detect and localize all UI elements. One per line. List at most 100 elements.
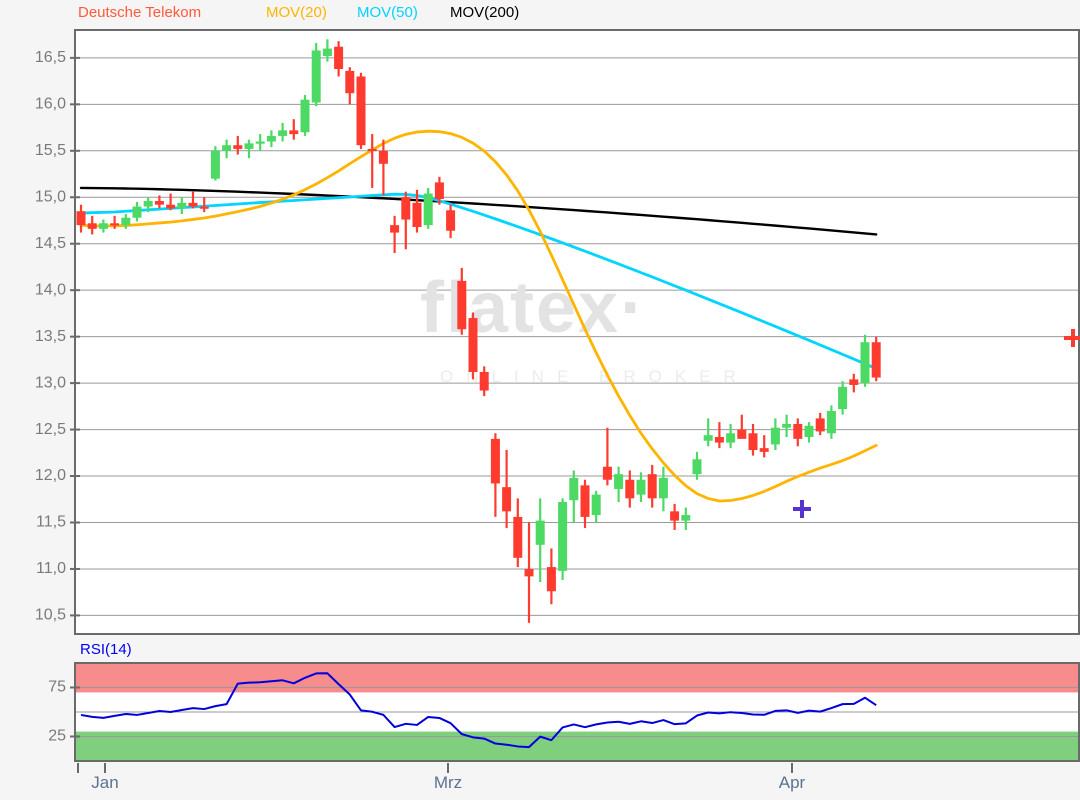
candle-body [860, 342, 870, 384]
candlestick[interactable] [233, 135, 243, 155]
candlestick[interactable] [345, 67, 355, 105]
candlestick[interactable] [412, 189, 422, 233]
candlestick[interactable] [849, 373, 859, 393]
candlestick[interactable] [569, 470, 579, 523]
candlestick[interactable] [871, 336, 881, 382]
candlestick[interactable] [535, 498, 545, 582]
candlestick[interactable] [748, 423, 758, 456]
candlestick[interactable] [591, 490, 601, 523]
candlestick[interactable] [490, 433, 500, 517]
candlestick[interactable] [255, 134, 265, 151]
candlestick[interactable] [860, 334, 870, 387]
candlestick[interactable] [434, 176, 444, 205]
candlestick[interactable] [423, 187, 433, 229]
candlestick[interactable] [546, 548, 556, 605]
candlestick[interactable] [278, 122, 288, 142]
candlestick[interactable] [625, 470, 635, 508]
candlestick[interactable] [300, 95, 310, 136]
rsi-axis-labels: 75 25 [48, 679, 66, 745]
candlestick[interactable] [737, 414, 747, 439]
candlestick[interactable] [446, 204, 456, 239]
legend-mov20[interactable]: MOV(20) [266, 4, 327, 21]
candlestick[interactable] [143, 197, 153, 213]
candlestick[interactable] [513, 498, 523, 568]
candlestick[interactable] [322, 39, 332, 62]
candlestick[interactable] [670, 503, 680, 530]
candle-body [602, 466, 612, 480]
candlestick[interactable] [378, 139, 388, 196]
candlestick-series[interactable] [76, 39, 881, 623]
candlestick[interactable] [770, 418, 780, 451]
candlestick[interactable] [692, 451, 702, 480]
candle-body [546, 567, 556, 592]
candlestick[interactable] [210, 146, 220, 181]
candlestick[interactable] [390, 215, 400, 254]
candlestick[interactable] [132, 201, 142, 222]
legend-mov50[interactable]: MOV(50) [357, 4, 418, 21]
candle-body [121, 217, 131, 226]
candlestick[interactable] [524, 522, 534, 623]
candlestick[interactable] [222, 139, 232, 159]
candle-body [278, 130, 288, 136]
candlestick[interactable] [356, 72, 366, 149]
candlestick[interactable] [647, 464, 657, 508]
candle-body [390, 225, 400, 233]
candlestick[interactable] [614, 466, 624, 503]
candlestick[interactable] [838, 381, 848, 415]
candlestick[interactable] [793, 418, 803, 447]
candlestick[interactable] [110, 215, 120, 229]
legend-mov200[interactable]: MOV(200) [450, 4, 519, 21]
candlestick[interactable] [154, 195, 164, 209]
candlestick[interactable] [714, 422, 724, 449]
candlestick[interactable] [636, 472, 646, 503]
candlestick[interactable] [658, 466, 668, 512]
candlestick[interactable] [815, 412, 825, 436]
candlestick[interactable] [87, 215, 97, 235]
candlestick[interactable] [401, 191, 411, 250]
candlestick[interactable] [479, 366, 489, 397]
candlestick[interactable] [177, 197, 187, 214]
price-panel[interactable]: 16,5 16,0 15,5 15,0 14,5 14,0 13,5 13,0 12,5 12,0… [35, 29, 1080, 635]
candlestick[interactable] [502, 450, 512, 529]
candlestick[interactable] [244, 139, 254, 159]
candle-body [143, 200, 153, 207]
mov50-line [79, 192, 878, 370]
candlestick[interactable] [726, 423, 736, 449]
candlestick[interactable] [580, 479, 590, 529]
candle-body [714, 437, 724, 443]
candlestick[interactable] [826, 405, 836, 439]
candlestick[interactable] [188, 191, 198, 209]
rsi-panel-title[interactable]: RSI(14) [80, 641, 132, 658]
candlestick[interactable] [98, 219, 108, 233]
candlestick[interactable] [602, 427, 612, 486]
candlestick[interactable] [468, 312, 478, 380]
candlestick[interactable] [166, 193, 176, 211]
candlestick[interactable] [76, 204, 86, 233]
last-price-marker[interactable] [1064, 329, 1080, 347]
candlestick[interactable] [311, 43, 321, 107]
candlestick[interactable] [199, 197, 209, 213]
candle-body [166, 204, 176, 209]
candle-body [177, 202, 187, 209]
candlestick[interactable] [759, 435, 769, 458]
candlestick[interactable] [334, 41, 344, 77]
candlestick[interactable] [367, 134, 377, 188]
candle-body [233, 145, 243, 149]
candlestick[interactable] [457, 267, 467, 335]
candlestick[interactable] [558, 498, 568, 581]
candlestick[interactable] [121, 213, 131, 229]
month-label: Mrz [434, 773, 462, 792]
crosshair-marker[interactable] [793, 500, 811, 518]
candlestick[interactable] [681, 507, 691, 530]
chart-markers[interactable] [793, 329, 1080, 518]
candlestick[interactable] [289, 119, 299, 140]
candlestick[interactable] [804, 422, 814, 443]
candlestick[interactable] [703, 418, 713, 447]
candlestick[interactable] [782, 414, 792, 438]
rsi-panel[interactable]: RSI(14) 75 25 [48, 641, 1080, 762]
candlestick[interactable] [266, 130, 276, 148]
rsi-path [80, 672, 877, 749]
candle-body [255, 141, 265, 144]
price-axis-label: 11,0 [36, 560, 66, 577]
